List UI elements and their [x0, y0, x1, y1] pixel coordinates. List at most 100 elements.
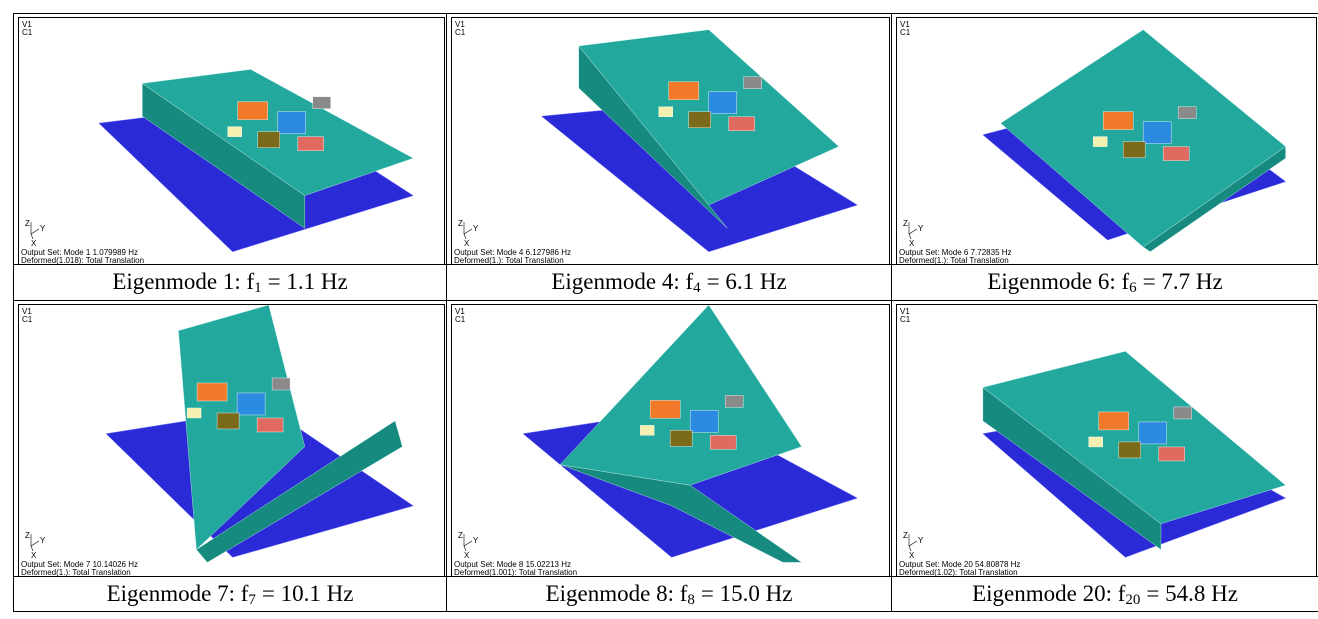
caption-text: Eigenmode 7: f — [106, 581, 249, 606]
caption-text: Eigenmode 8: f — [545, 581, 688, 606]
figure: V1 C1 Z Y X Output Set: Mode 1 1.079989 Hz Def… — [13, 13, 1318, 612]
structure-block — [688, 111, 711, 129]
case-label: C1 — [455, 315, 466, 324]
triad-z: Z — [25, 531, 30, 540]
output-set: Output Set: Mode 1 1.079989 Hz — [21, 248, 138, 257]
triad-axis — [463, 228, 473, 235]
structure-block — [271, 377, 291, 391]
deformed-label: Deformed(1.): Total Translation — [21, 568, 131, 577]
case-label: C1 — [900, 28, 911, 37]
deformed-label: Deformed(1.018): Total Translation — [21, 256, 144, 265]
caption-subscript: 4 — [693, 280, 701, 296]
view-label: V1 — [22, 20, 32, 29]
triad-z: Z — [458, 531, 463, 540]
figure-cell: V1 C1 Z Y X Output Set: Mode 4 6.127986 Hz Def… — [446, 13, 891, 300]
triad-x: X — [31, 239, 37, 248]
deformed-label: Deformed(1.): Total Translation — [899, 256, 1009, 265]
structure-block — [1118, 441, 1141, 459]
triad-y: Y — [473, 224, 479, 233]
slab-top — [178, 305, 306, 551]
slab-top — [982, 351, 1286, 525]
triad-y: Y — [40, 224, 46, 233]
structure-block — [724, 395, 744, 408]
triad-y: Y — [918, 536, 924, 545]
triad-x: X — [909, 551, 915, 560]
caption: Eigenmode 7: f7 = 10.1 Hz — [14, 576, 446, 612]
structure-block — [216, 412, 240, 430]
triad-x: X — [464, 551, 470, 560]
case-label: C1 — [22, 315, 33, 324]
figure-cell: V1 C1 Z Y X Output Set: Mode 8 15.02213 Hz Def… — [446, 300, 891, 612]
deformed-label: Deformed(1.): Total Translation — [454, 256, 564, 265]
caption-subscript: 7 — [248, 592, 256, 608]
triad-y: Y — [918, 224, 924, 233]
triad-axis — [30, 540, 40, 547]
triad-axis — [463, 545, 467, 552]
structure-block — [297, 136, 324, 151]
fe-model — [98, 69, 414, 252]
caption: Eigenmode 8: f8 = 15.0 Hz — [447, 576, 891, 612]
output-set: Output Set: Mode 20 54.80878 Hz — [899, 560, 1020, 569]
view-label: V1 — [900, 307, 910, 316]
output-set: Output Set: Mode 8 15.02213 Hz — [454, 560, 571, 569]
caption-rest: = 7.7 Hz — [1142, 269, 1223, 294]
triad-axis — [30, 545, 34, 552]
structure-block — [1162, 146, 1190, 161]
caption-subscript: 6 — [1129, 280, 1137, 296]
triad-x: X — [909, 239, 915, 248]
structure-block — [669, 430, 693, 447]
deformed-label: Deformed(1.02): Total Translation — [899, 568, 1018, 577]
triad-z: Z — [903, 219, 908, 228]
structure-block — [1098, 411, 1129, 431]
caption-rest: = 1.1 Hz — [267, 269, 348, 294]
structure-block — [196, 382, 228, 402]
caption: Eigenmode 6: f6 = 7.7 Hz — [892, 264, 1318, 300]
triad-x: X — [31, 551, 37, 560]
case-label: C1 — [22, 28, 33, 37]
case-label: C1 — [900, 315, 911, 324]
structure-block — [1088, 436, 1103, 448]
structure-block — [639, 425, 655, 436]
view-label: V1 — [455, 20, 465, 29]
case-label: C1 — [455, 28, 466, 37]
slab-top — [559, 305, 802, 486]
structure-block — [668, 81, 699, 101]
output-set: Output Set: Mode 6 7.72835 Hz — [899, 248, 1012, 257]
structure-block — [658, 106, 673, 118]
structure-block — [1122, 141, 1146, 158]
caption-subscript: 8 — [687, 592, 695, 608]
caption-subscript: 1 — [254, 280, 262, 296]
structure-block — [1177, 106, 1197, 119]
triad-axis — [463, 233, 467, 240]
view-label: V1 — [22, 307, 32, 316]
caption: Eigenmode 1: f1 = 1.1 Hz — [14, 264, 446, 300]
slab-side — [196, 420, 403, 563]
structure-block — [227, 126, 242, 137]
structure-block — [689, 410, 719, 433]
triad-axis — [908, 540, 918, 547]
view-label: V1 — [900, 20, 910, 29]
triad-x: X — [464, 239, 470, 248]
structure-block — [649, 400, 681, 419]
triad-axis — [908, 233, 912, 240]
structure-block — [256, 417, 284, 433]
output-set: Output Set: Mode 4 6.127986 Hz — [454, 248, 571, 257]
figure-cell: V1 C1 Z Y X Output Set: Mode 6 7.72835 Hz Defo… — [891, 13, 1318, 300]
caption-rest: = 15.0 Hz — [700, 581, 793, 606]
table-border — [13, 611, 1318, 612]
fe-model — [982, 29, 1287, 252]
caption-rest: = 10.1 Hz — [261, 581, 354, 606]
structure-block — [708, 91, 737, 115]
caption-text: Eigenmode 1: f — [112, 269, 255, 294]
structure-block — [257, 131, 280, 148]
caption-text: Eigenmode 4: f — [551, 269, 694, 294]
fe-model — [540, 29, 858, 252]
triad-axis — [30, 233, 34, 240]
triad-axis — [908, 545, 912, 552]
triad-axis — [463, 540, 473, 547]
